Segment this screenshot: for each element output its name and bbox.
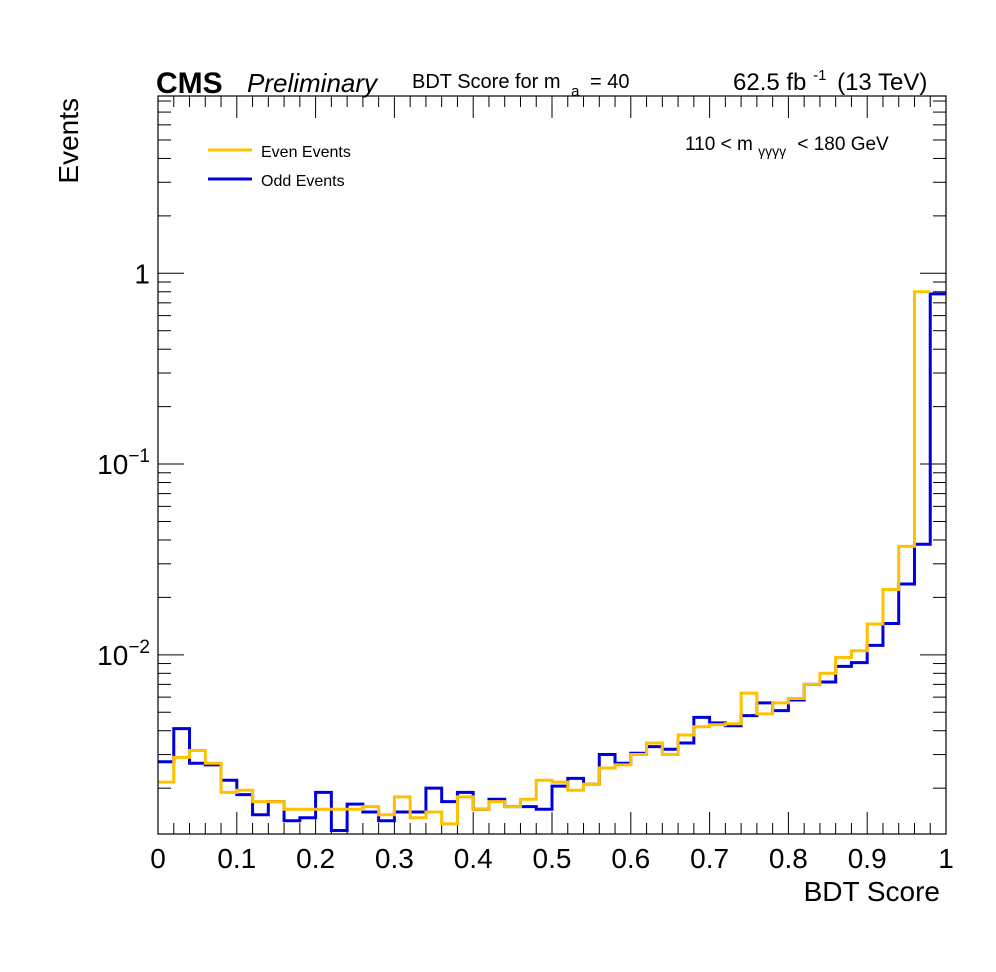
x-tick-label: 0.4 — [454, 843, 493, 874]
axis-ticks — [157, 96, 947, 834]
legend: Even Events Odd Events — [208, 144, 351, 190]
x-axis-title: BDT Score — [804, 876, 940, 907]
x-tick-label: 0.8 — [769, 843, 808, 874]
x-tick-label: 0.7 — [690, 843, 729, 874]
lumi-energy: (13 TeV) — [837, 69, 927, 96]
title-prefix: BDT Score for m — [412, 71, 561, 93]
y-tick-label: 10−1 — [97, 446, 150, 480]
lumi-value: 62.5 fb — [733, 69, 806, 96]
x-tick-label: 0 — [150, 843, 166, 874]
x-tick-label: 0.6 — [611, 843, 650, 874]
x-tick-label: 0.5 — [533, 843, 572, 874]
legend-even-label: Even Events — [261, 144, 351, 161]
y-axis-title: Events — [53, 98, 84, 184]
luminosity-label: 62.5 fb -1 (13 TeV) — [733, 59, 927, 96]
title-suffix: = 40 — [590, 71, 629, 93]
x-tick-label: 0.3 — [375, 843, 414, 874]
selection-label: 110 < m γγγγ < 180 GeV — [685, 134, 889, 161]
y-tick-label: 10−2 — [97, 637, 150, 671]
x-tick-label: 1 — [938, 843, 954, 874]
plot-frame — [157, 95, 947, 835]
tick-labels: 0 0.1 0.2 0.3 0.4 0.5 0.6 0.7 0.8 0.9 1 1 10−1 10−2 — [97, 258, 954, 874]
series-odd-events — [158, 292, 946, 832]
series-even-events — [158, 290, 931, 826]
selection-subscript: γγγγ — [758, 143, 786, 159]
status-label: Preliminary — [247, 68, 379, 98]
selection-prefix: 110 < m — [685, 134, 753, 155]
experiment-label: CMS — [156, 67, 223, 100]
x-tick-label: 0.1 — [217, 843, 256, 874]
selection-suffix: < 180 GeV — [797, 134, 889, 155]
title-subscript: a — [571, 83, 580, 100]
x-tick-label: 0.2 — [296, 843, 335, 874]
legend-odd-label: Odd Events — [261, 173, 345, 190]
series-layer — [158, 290, 946, 832]
x-tick-label: 0.9 — [848, 843, 887, 874]
y-tick-label: 1 — [134, 258, 150, 289]
lumi-exponent: -1 — [813, 67, 826, 84]
chart-title: BDT Score for m a = 40 — [412, 71, 630, 101]
